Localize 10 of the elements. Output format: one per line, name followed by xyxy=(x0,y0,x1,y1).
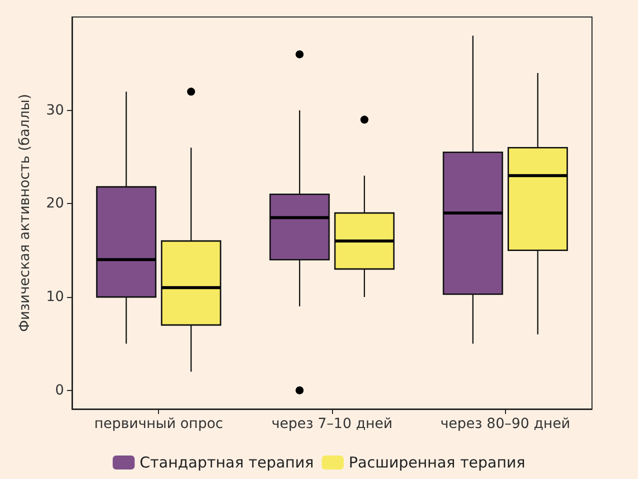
y-tick-label: 0 xyxy=(55,382,64,398)
y-tick-label: 10 xyxy=(46,289,64,305)
x-tick-label: первичный опрос xyxy=(94,416,224,432)
x-tick-label: через 7–10 дней xyxy=(272,416,392,432)
legend-label: Стандартная терапия xyxy=(140,454,314,472)
x-tick-label: через 80–90 дней xyxy=(440,416,570,432)
legend-label: Расширенная терапия xyxy=(348,454,526,472)
y-tick-label: 30 xyxy=(46,102,64,118)
y-tick-label: 20 xyxy=(46,196,64,212)
y-axis-title: Физическая активность (баллы) xyxy=(17,94,33,332)
